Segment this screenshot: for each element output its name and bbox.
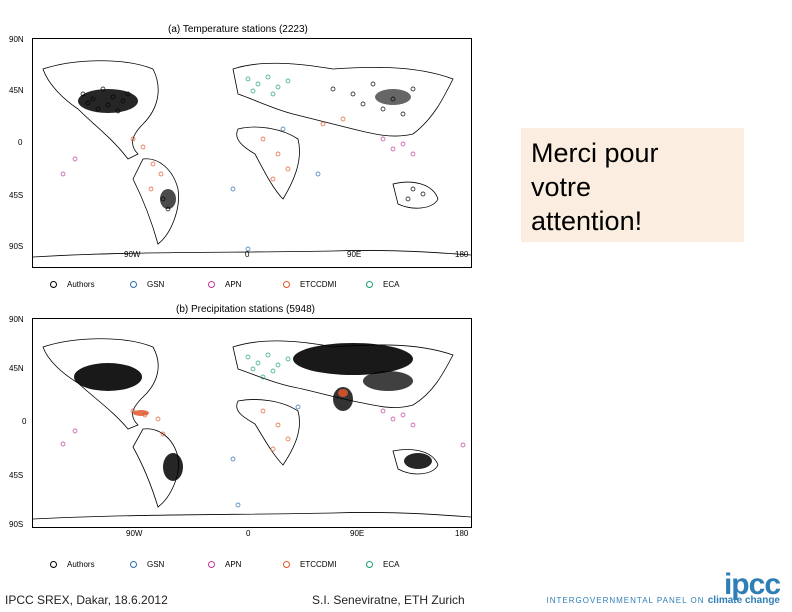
ytick-label: 90S [9, 242, 24, 251]
panel-title-precipitation: (b) Precipitation stations (5948) [176, 304, 315, 315]
legend-label: GSN [147, 280, 165, 289]
logo-sub-bold: climate change [707, 595, 780, 606]
legend-marker-icon [283, 281, 290, 289]
thank-you-line: attention! [531, 206, 643, 236]
thank-you-line: votre [531, 172, 592, 202]
legend-item: ETCCDMI [283, 280, 336, 289]
legend-marker-icon [130, 561, 137, 569]
panel-temperature: (a) Temperature stations (2223) [0, 20, 500, 300]
ytick-label: 45N [9, 86, 24, 95]
legend-temperature: Authors GSN APN ETCCDMI ECA [40, 280, 480, 294]
legend-label: Authors [67, 560, 95, 569]
ytick-label: 45N [9, 364, 24, 373]
ytick-label: 45S [9, 191, 24, 200]
legend-label: ETCCDMI [300, 560, 337, 569]
xtick-label: 180 [455, 250, 469, 259]
ytick-label: 90N [9, 315, 24, 324]
legend-label: APN [225, 560, 242, 569]
ytick-label: 45S [9, 471, 24, 480]
ipcc-logo: ipcc INTERGOVERNMENTAL PANEL ON climate … [546, 568, 782, 608]
legend-marker-icon [366, 281, 373, 289]
thank-you-line: Merci pour [531, 138, 659, 168]
legend-marker-icon [50, 281, 57, 289]
legend-marker-icon [208, 561, 215, 569]
legend-label: Authors [67, 280, 95, 289]
xtick-label: 0 [245, 250, 250, 259]
xtick-label: 90E [347, 250, 362, 259]
ytick-label: 0 [18, 138, 23, 147]
legend-marker-icon [208, 281, 215, 289]
map-svg-precipitation [33, 338, 471, 520]
legend-marker-icon [130, 281, 137, 289]
ytick-label: 0 [22, 417, 27, 426]
legend-item: Authors [50, 280, 95, 289]
legend-item: APN [208, 280, 241, 289]
legend-marker-icon [366, 561, 373, 569]
legend-item: GSN [130, 280, 164, 289]
map-svg-temperature [33, 60, 471, 258]
legend-precipitation: Authors GSN APN ETCCDMI ECA [40, 560, 480, 574]
legend-item: Authors [50, 560, 95, 569]
xtick-label: 0 [246, 529, 251, 538]
legend-label: APN [225, 280, 242, 289]
legend-item: GSN [130, 560, 164, 569]
ipcc-logo-subtitle: INTERGOVERNMENTAL PANEL ON climate chang… [546, 595, 780, 606]
thank-you-text: Merci pour votre attention! [531, 136, 741, 238]
thank-you-box: Merci pour votre attention! [521, 128, 744, 242]
ytick-label: 90N [9, 35, 24, 44]
ipcc-logo-mark: ipcc [723, 568, 781, 601]
legend-item: ECA [366, 280, 399, 289]
legend-marker-icon [283, 561, 290, 569]
xtick-label: 90W [126, 529, 143, 538]
legend-item: ETCCDMI [283, 560, 336, 569]
xtick-label: 90E [350, 529, 365, 538]
xtick-label: 90W [124, 250, 141, 259]
legend-label: GSN [147, 560, 165, 569]
panel-precipitation: (b) Precipitation stations (5948) [0, 300, 500, 590]
legend-label: ETCCDMI [300, 280, 337, 289]
logo-sub-light: INTERGOVERNMENTAL PANEL ON [546, 596, 705, 605]
footer-event: IPCC SREX, Dakar, 18.6.2012 [5, 593, 168, 607]
map-temperature [32, 38, 472, 268]
legend-label: ECA [383, 280, 400, 289]
map-precipitation [32, 318, 472, 528]
ytick-label: 90S [9, 520, 24, 529]
legend-item: APN [208, 560, 241, 569]
panel-title-temperature: (a) Temperature stations (2223) [168, 24, 308, 35]
footer-author: S.I. Seneviratne, ETH Zurich [312, 593, 465, 607]
legend-marker-icon [50, 561, 57, 569]
xtick-label: 180 [455, 529, 469, 538]
legend-label: ECA [383, 560, 400, 569]
legend-item: ECA [366, 560, 399, 569]
